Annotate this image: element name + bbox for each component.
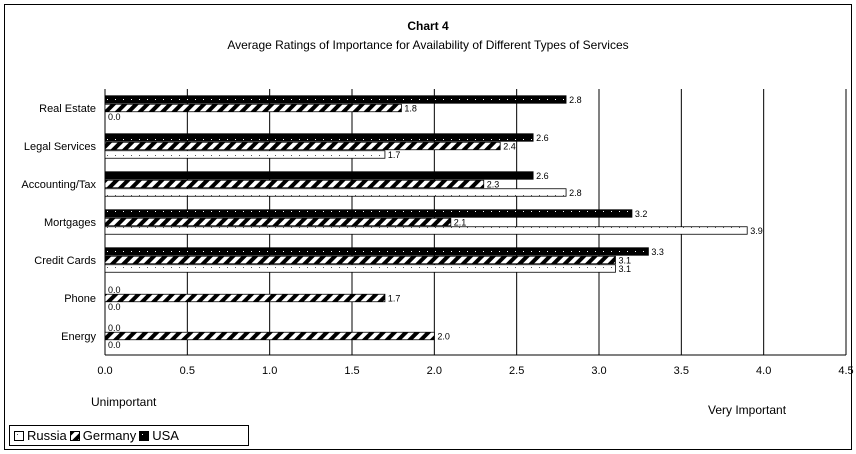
data-label-germany-accounting-tax: 2.3	[487, 179, 500, 189]
bar-germany-credit-cards	[104, 255, 616, 265]
data-label-usa-real-estate: 2.8	[569, 95, 582, 105]
data-label-russia-energy: 0.0	[108, 340, 121, 350]
legend-item-usa: USA	[139, 428, 179, 443]
data-label-germany-energy: 2.0	[437, 331, 450, 341]
chart-title: Chart 4	[407, 19, 449, 33]
bar-usa-real-estate	[104, 95, 567, 104]
data-label-usa-mortgages: 3.2	[635, 209, 648, 219]
y-category-label-real-estate: Real Estate	[39, 103, 96, 115]
x-tick-label: 1.0	[262, 365, 277, 377]
axis-high-label: Very Important	[708, 403, 787, 417]
axis-low-label: Unimportant	[91, 395, 157, 409]
bar-germany-legal-services	[104, 141, 501, 151]
data-label-germany-credit-cards: 3.1	[618, 255, 631, 265]
data-label-russia-legal-services: 1.7	[388, 150, 401, 160]
bar-germany-accounting-tax	[104, 179, 485, 189]
legend-label-germany: Germany	[82, 428, 137, 443]
data-label-usa-phone: 0.0	[108, 285, 121, 295]
data-label-russia-accounting-tax: 2.8	[569, 188, 582, 198]
bar-russia-accounting-tax	[104, 188, 567, 197]
data-label-usa-credit-cards: 3.3	[651, 247, 664, 257]
x-tick-label: 1.5	[344, 365, 359, 377]
y-category-label-legal-services: Legal Services	[24, 141, 97, 153]
x-tick-label: 0.5	[180, 365, 195, 377]
data-label-germany-real-estate: 1.8	[404, 103, 417, 113]
x-tick-label: 2.5	[509, 365, 524, 377]
legend: Russia Germany USA	[9, 425, 249, 446]
data-label-russia-credit-cards: 3.1	[618, 264, 631, 274]
bar-usa-credit-cards	[104, 247, 649, 256]
bar-usa-accounting-tax	[104, 171, 534, 180]
legend-label-usa: USA	[152, 428, 179, 443]
data-label-russia-mortgages: 3.9	[750, 226, 763, 236]
chart-frame	[4, 4, 852, 450]
y-category-label-accounting-tax: Accounting/Tax	[21, 179, 96, 191]
bar-usa-mortgages	[104, 209, 633, 218]
x-tick-label: 3.0	[591, 365, 606, 377]
data-label-usa-accounting-tax: 2.6	[536, 171, 549, 181]
y-category-label-credit-cards: Credit Cards	[34, 255, 96, 267]
legend-label-russia: Russia	[27, 428, 67, 443]
y-category-label-mortgages: Mortgages	[44, 217, 96, 229]
bar-germany-real-estate	[104, 103, 402, 113]
bar-russia-legal-services	[104, 150, 386, 159]
x-tick-label: 4.0	[756, 365, 771, 377]
legend-swatch-usa	[139, 430, 150, 441]
bar-germany-energy	[104, 331, 435, 341]
y-category-label-phone: Phone	[64, 293, 96, 305]
legend-swatch-germany	[69, 430, 80, 441]
chart-subtitle: Average Ratings of Importance for Availa…	[227, 38, 629, 52]
bar-usa-legal-services	[104, 133, 534, 142]
y-category-label-energy: Energy	[61, 331, 96, 343]
x-tick-label: 3.5	[674, 365, 689, 377]
x-tick-label: 0.0	[97, 365, 112, 377]
bar-germany-mortgages	[104, 217, 452, 227]
x-tick-label: 4.5	[838, 365, 853, 377]
legend-swatch-russia	[14, 430, 24, 441]
data-label-russia-real-estate: 0.0	[108, 112, 121, 122]
data-label-germany-legal-services: 2.4	[503, 141, 516, 151]
bar-russia-mortgages	[104, 226, 748, 235]
bar-germany-phone	[104, 293, 386, 303]
legend-item-russia: Russia	[14, 428, 67, 443]
x-tick-label: 2.0	[427, 365, 442, 377]
data-label-germany-mortgages: 2.1	[454, 217, 467, 227]
data-label-usa-energy: 0.0	[108, 323, 121, 333]
legend-item-germany: Germany	[69, 428, 137, 443]
data-label-germany-phone: 1.7	[388, 293, 401, 303]
bar-russia-credit-cards	[104, 264, 616, 273]
data-label-russia-phone: 0.0	[108, 302, 121, 312]
data-label-usa-legal-services: 2.6	[536, 133, 549, 143]
